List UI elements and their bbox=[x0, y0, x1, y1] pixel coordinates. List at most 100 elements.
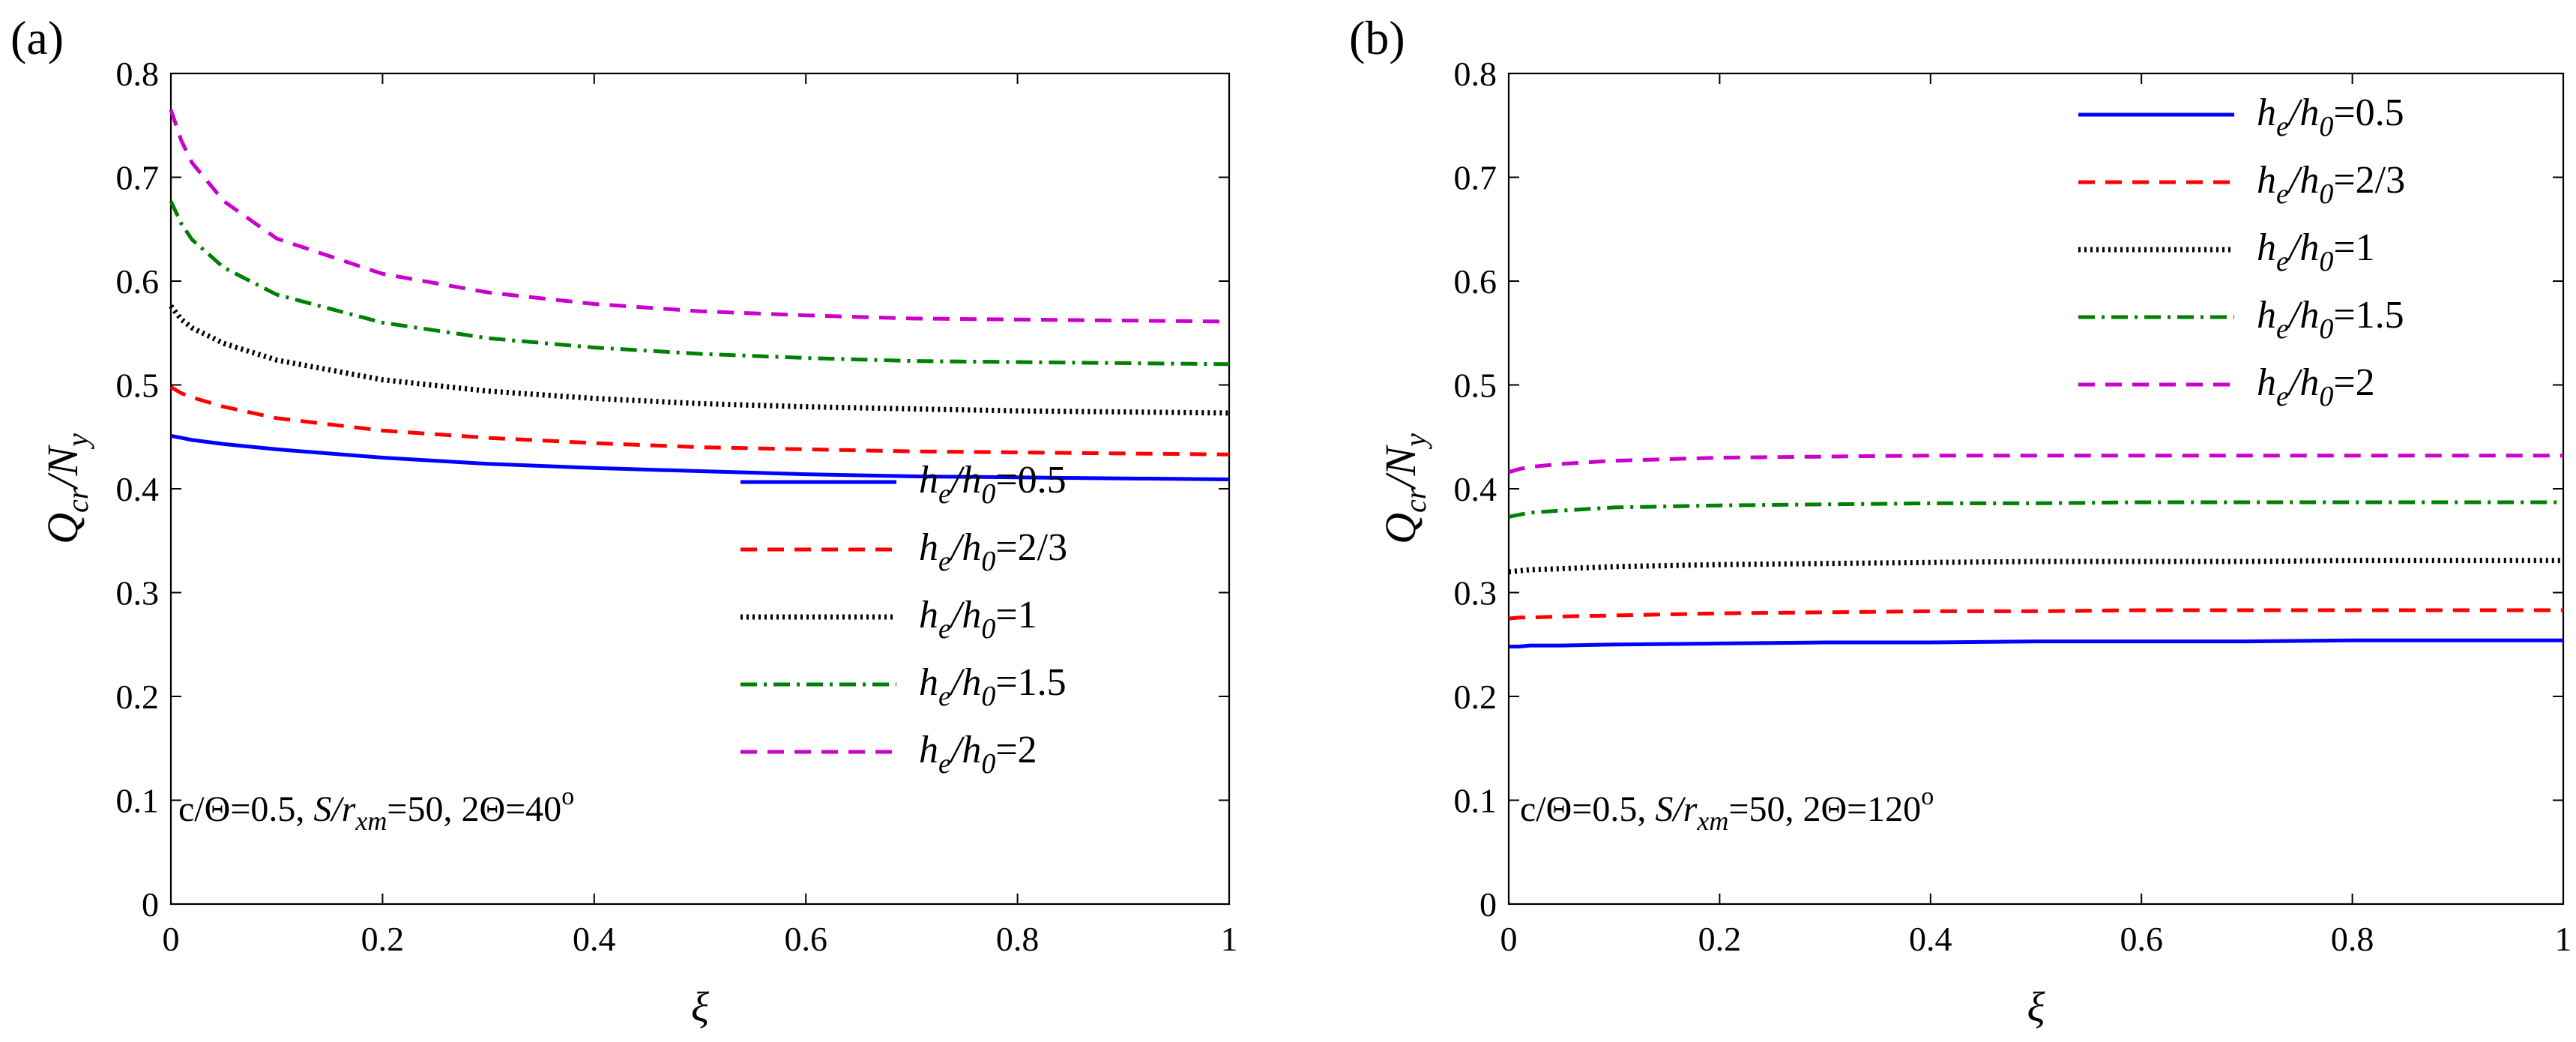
legend-entry-1: he/h0=2/3 bbox=[2257, 159, 2405, 210]
series-line-3 bbox=[169, 200, 1230, 367]
x-tick-label: 0.6 bbox=[784, 920, 827, 958]
y-label-sub1: cr bbox=[1399, 487, 1432, 513]
panel-label: (b) bbox=[1349, 11, 1405, 64]
legend-value: =1 bbox=[2333, 226, 2374, 269]
legend-sub2: 0 bbox=[2319, 178, 2333, 210]
legend-var: h bbox=[2257, 159, 2276, 202]
legend-sub2: 0 bbox=[981, 613, 995, 645]
legend-mid: /h bbox=[949, 526, 981, 569]
legend-entry-4: he/h0=2 bbox=[919, 729, 1037, 780]
x-tick-label: 0.2 bbox=[361, 920, 405, 958]
series-line-4 bbox=[169, 109, 1230, 324]
y-tick-label: 0.6 bbox=[1454, 262, 1497, 301]
y-tick-label: 0.3 bbox=[1454, 574, 1497, 612]
legend-value: =0.5 bbox=[2333, 91, 2404, 134]
y-tick-label: 0.2 bbox=[116, 678, 160, 716]
legend-entry-2: he/h0=1 bbox=[919, 594, 1037, 645]
annotation-part: c/Θ=0.5, bbox=[1520, 789, 1655, 829]
legend-mid: /h bbox=[2287, 159, 2319, 202]
legend-sub1: e bbox=[2276, 178, 2289, 210]
legend-entry-2: he/h0=1 bbox=[2257, 226, 2375, 277]
chart-panel-1: 0 0.2 0.4 0.6 0.8 1 0 0.1 0.2 0.3 0.4 0.5 0.6 0.7 0.8 ξ… bbox=[1349, 11, 2572, 1031]
legend-sub2: 0 bbox=[2319, 381, 2333, 412]
legend-var: h bbox=[919, 594, 938, 636]
parameter-annotation: c/Θ=0.5, S/rxm=50, 2Θ=40o bbox=[178, 783, 574, 836]
x-axis-label: ξ bbox=[691, 984, 709, 1031]
y-tick-label: 0.6 bbox=[116, 262, 160, 301]
legend-value: =2 bbox=[995, 729, 1037, 771]
y-tick-label: 0 bbox=[1479, 885, 1497, 924]
plot-frame bbox=[169, 72, 1231, 906]
legend-entry-3: he/h0=1.5 bbox=[2257, 294, 2404, 345]
legend-value: =2/3 bbox=[995, 526, 1067, 569]
legend-entry-3: he/h0=1.5 bbox=[919, 661, 1067, 712]
legend-mid: /h bbox=[949, 459, 981, 502]
legend-var: h bbox=[919, 661, 938, 704]
y-label-mid: /N bbox=[1376, 445, 1425, 490]
legend-mid: /h bbox=[949, 729, 981, 771]
annotation-sup: o bbox=[1921, 783, 1934, 810]
x-tick-label: 0 bbox=[1500, 920, 1518, 958]
x-tick-label: 0.8 bbox=[996, 920, 1040, 958]
y-tick-label: 0.2 bbox=[1454, 678, 1497, 716]
annotation-part: S/r bbox=[1655, 789, 1697, 829]
legend-value: =1.5 bbox=[2333, 294, 2404, 337]
legend-var: h bbox=[919, 729, 938, 771]
legend-value: =1.5 bbox=[995, 661, 1066, 704]
legend-sub2: 0 bbox=[2319, 313, 2333, 345]
annotation-sup: o bbox=[561, 783, 574, 810]
annotation-part: c/Θ=0.5, bbox=[178, 789, 313, 829]
legend-value: =1 bbox=[995, 594, 1037, 636]
series-line-0 bbox=[1509, 638, 2563, 648]
y-label-mid: /N bbox=[38, 445, 87, 490]
legend-var: h bbox=[919, 459, 938, 502]
legend-var: h bbox=[2257, 294, 2276, 337]
legend-sub1: e bbox=[2276, 111, 2289, 142]
legend-sub1: e bbox=[938, 478, 951, 510]
annotation-part: S/r bbox=[313, 789, 355, 829]
legend-sub1: e bbox=[2276, 246, 2289, 277]
legend-sub2: 0 bbox=[981, 681, 995, 712]
y-tick-label: 0.4 bbox=[1454, 470, 1497, 508]
x-axis-label: ξ bbox=[2027, 984, 2045, 1031]
legend-sub2: 0 bbox=[981, 546, 995, 577]
legend-mid: /h bbox=[2287, 91, 2319, 134]
series-line-2 bbox=[169, 304, 1230, 416]
y-tick-label: 0.8 bbox=[116, 55, 160, 93]
x-tick-label: 0.8 bbox=[2331, 920, 2374, 958]
parameter-annotation: c/Θ=0.5, S/rxm=50, 2Θ=120o bbox=[1520, 783, 1934, 836]
legend: he/h0=0.5he/h0=2/3he/h0=1he/h0=1.5he/h0=… bbox=[2078, 91, 2405, 412]
y-tick-label: 0.5 bbox=[116, 367, 160, 405]
legend-sub2: 0 bbox=[981, 478, 995, 510]
annotation-part: =50, 2Θ=120 bbox=[1728, 789, 1921, 829]
y-label-sub2: y bbox=[61, 433, 94, 450]
panel-label: (a) bbox=[10, 11, 64, 64]
legend-entry-1: he/h0=2/3 bbox=[919, 526, 1067, 577]
legend-mid: /h bbox=[2287, 294, 2319, 337]
x-tick-label: 0.2 bbox=[1698, 920, 1742, 958]
y-axis-label: Qcr/Ny bbox=[38, 433, 94, 544]
y-label-sub1: cr bbox=[61, 487, 94, 513]
legend-value: =2/3 bbox=[2333, 159, 2405, 202]
series-line-2 bbox=[1508, 558, 2563, 575]
x-tick-label: 0.6 bbox=[2120, 920, 2163, 958]
legend-sub1: e bbox=[938, 748, 951, 780]
x-tick-label: 1 bbox=[1221, 920, 1238, 958]
series-line-3 bbox=[1508, 500, 2563, 519]
y-tick-label: 0.4 bbox=[116, 470, 160, 508]
legend-sub2: 0 bbox=[2319, 246, 2333, 277]
x-tick-label: 1 bbox=[2555, 920, 2572, 958]
legend-mid: /h bbox=[949, 661, 981, 704]
series-line-0 bbox=[170, 433, 1230, 481]
y-tick-label: 0.5 bbox=[1454, 367, 1497, 405]
series-line-1 bbox=[1508, 608, 2563, 621]
legend-value: =2 bbox=[2333, 361, 2374, 404]
legend-sub1: e bbox=[938, 613, 951, 645]
y-tick-label: 0.3 bbox=[116, 574, 160, 612]
y-label-main: Q bbox=[1376, 513, 1425, 544]
legend-var: h bbox=[2257, 226, 2276, 269]
y-label-sub2: y bbox=[1399, 433, 1432, 450]
legend-entry-4: he/h0=2 bbox=[2257, 361, 2375, 412]
legend-var: h bbox=[2257, 361, 2276, 404]
